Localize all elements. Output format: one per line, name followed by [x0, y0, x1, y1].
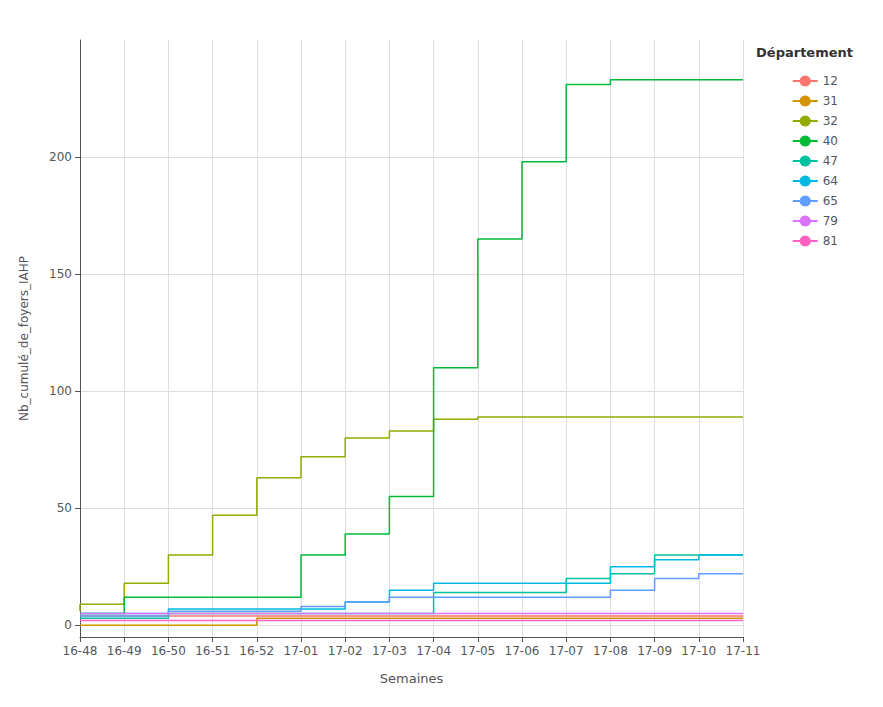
svg-text:17-05: 17-05 — [460, 644, 495, 658]
svg-text:Semaines: Semaines — [380, 671, 444, 686]
svg-text:16-51: 16-51 — [195, 644, 230, 658]
svg-text:17-04: 17-04 — [416, 644, 451, 658]
svg-text:79: 79 — [823, 214, 838, 228]
svg-text:64: 64 — [823, 174, 838, 188]
svg-text:17-03: 17-03 — [372, 644, 407, 658]
svg-text:150: 150 — [49, 267, 72, 281]
svg-text:Nb_cumulé_de_foyers_IAHP: Nb_cumulé_de_foyers_IAHP — [17, 256, 31, 421]
svg-text:17-11: 17-11 — [726, 644, 761, 658]
svg-text:100: 100 — [49, 384, 72, 398]
svg-text:17-07: 17-07 — [549, 644, 584, 658]
svg-text:16-48: 16-48 — [63, 644, 98, 658]
svg-text:17-02: 17-02 — [328, 644, 363, 658]
svg-text:17-01: 17-01 — [284, 644, 319, 658]
svg-text:65: 65 — [823, 194, 838, 208]
svg-text:32: 32 — [823, 114, 838, 128]
svg-text:0: 0 — [64, 618, 72, 632]
svg-text:17-06: 17-06 — [505, 644, 540, 658]
svg-text:12: 12 — [823, 74, 838, 88]
svg-text:17-09: 17-09 — [637, 644, 672, 658]
svg-text:17-10: 17-10 — [681, 644, 716, 658]
svg-text:31: 31 — [823, 94, 838, 108]
svg-text:16-52: 16-52 — [239, 644, 274, 658]
svg-text:17-08: 17-08 — [593, 644, 628, 658]
svg-text:16-50: 16-50 — [151, 644, 186, 658]
svg-text:200: 200 — [49, 150, 72, 164]
svg-text:40: 40 — [823, 134, 838, 148]
svg-text:16-49: 16-49 — [107, 644, 142, 658]
svg-text:Département: Département — [756, 45, 853, 60]
svg-text:47: 47 — [823, 154, 838, 168]
svg-text:50: 50 — [57, 501, 72, 515]
svg-text:81: 81 — [823, 234, 838, 248]
